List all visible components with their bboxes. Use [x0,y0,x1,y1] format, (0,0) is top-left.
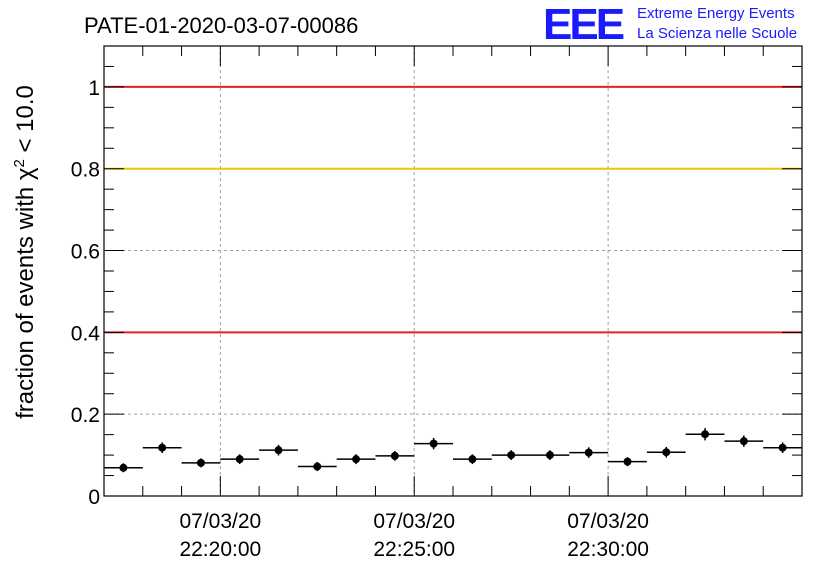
eee-logo-line2: La Scienza nelle Scuole [637,25,797,42]
x-tick-label-time: 22:30:00 [567,538,649,561]
data-point [584,448,593,457]
data-point [778,443,787,452]
data-point [313,462,322,471]
data-point [739,437,748,446]
x-tick-label-date: 07/03/20 [179,510,261,533]
data-point [701,430,710,439]
plot-frame [103,45,803,497]
x-tick-label-time: 22:20:00 [179,538,261,561]
data-point [390,451,399,460]
data-point [196,458,205,467]
y-tick-label: 0.2 [71,404,100,427]
x-tick-label-date: 07/03/20 [373,510,455,533]
data-point [119,463,128,472]
data-point [468,455,477,464]
y-axis-label-superscript: 2 [11,159,28,167]
y-tick-label: 0.4 [71,322,101,345]
data-point [352,455,361,464]
y-axis-label: fraction of events with χ2 < 10.0 [11,85,39,419]
data-point [429,439,438,448]
y-tick-label: 0.8 [71,159,100,182]
data-point [507,451,516,460]
eee-logo: EEE Extreme Energy Events La Scienza nel… [543,0,797,49]
y-tick-label: 0 [88,486,100,509]
data-point [158,443,167,452]
y-axis-label-symbol: χ [12,167,39,180]
data-point [545,451,554,460]
chart-title: PATE-01-2020-03-07-00086 [84,13,358,38]
plot-area: 0 0.2 0.4 0.6 0.8 1 07/03/20 22:20:00 07/03/20 22… [71,45,803,561]
eee-logo-mark: EEE [543,0,624,49]
data-point [274,446,283,455]
data-point [623,457,632,466]
eee-logo-line1: Extreme Energy Events [637,5,795,22]
data-point [235,455,244,464]
y-axis-label-suffix: < 10.0 [12,85,39,159]
y-tick-label: 0.6 [71,241,100,264]
x-tick-label-date: 07/03/20 [567,510,649,533]
x-tick-label-time: 22:25:00 [373,538,455,561]
y-tick-label: 1 [88,77,100,100]
data-point [662,448,671,457]
y-axis-label-prefix: fraction of events with [12,180,39,419]
